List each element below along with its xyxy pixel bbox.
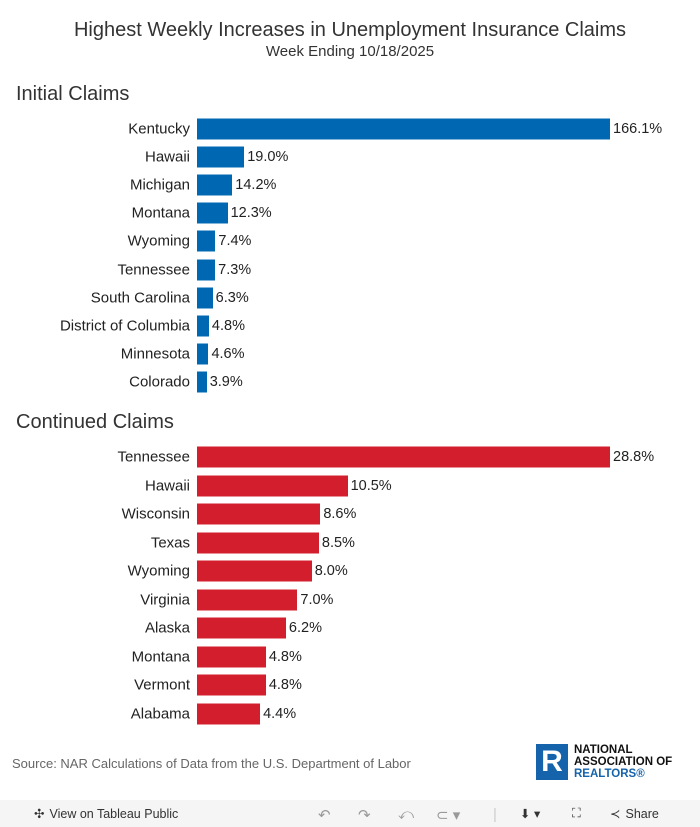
- undo-icon[interactable]: ↶: [318, 807, 331, 824]
- tableau-icon: ✣: [34, 807, 45, 821]
- data-label: 10.5%: [350, 477, 392, 494]
- nar-logo: R NATIONAL ASSOCIATION OF REALTORS®: [536, 744, 672, 780]
- data-label: 19.0%: [247, 149, 289, 166]
- data-label: 8.6%: [323, 506, 357, 522]
- bar[interactable]: [197, 174, 233, 196]
- bar[interactable]: [197, 259, 216, 280]
- category-label: Colorado: [129, 373, 190, 391]
- data-label: 4.8%: [211, 317, 245, 334]
- category-label: Hawaii: [144, 148, 190, 166]
- data-label: 8.5%: [321, 534, 355, 551]
- category-label: Tennessee: [117, 261, 190, 278]
- category-label: Montana: [131, 204, 190, 222]
- tableau-toolbar: ✣ View on Tableau Public ↶ ↷ ⤺ ⊂ ▾ | ⬇ ▾…: [0, 800, 700, 827]
- data-label: 8.0%: [314, 563, 348, 579]
- bar[interactable]: [197, 503, 321, 525]
- category-label: Kentucky: [128, 120, 190, 138]
- category-label: Hawaii: [144, 477, 190, 494]
- data-label: 3.9%: [209, 373, 243, 390]
- fullscreen-icon[interactable]: ⛶: [572, 806, 581, 820]
- bar[interactable]: [197, 343, 209, 365]
- data-label: 4.8%: [268, 648, 302, 665]
- category-label: Virginia: [140, 591, 190, 608]
- category-label: Alaska: [144, 619, 190, 637]
- data-label: 4.6%: [211, 345, 245, 362]
- bar[interactable]: [197, 703, 261, 724]
- category-label: Montana: [131, 648, 190, 665]
- divider: |: [493, 806, 497, 823]
- revert-icon[interactable]: ⤺: [398, 806, 415, 823]
- bar[interactable]: [197, 315, 209, 337]
- bar[interactable]: [197, 118, 610, 140]
- data-label: 12.3%: [230, 205, 272, 222]
- source-note: Source: NAR Calculations of Data from th…: [12, 756, 411, 771]
- category-label: Wyoming: [127, 232, 190, 250]
- bar[interactable]: [197, 617, 286, 639]
- category-label: District of Columbia: [59, 317, 190, 335]
- share-icon: ≺: [610, 807, 621, 821]
- category-label: Vermont: [134, 676, 190, 694]
- data-label: 6.3%: [215, 289, 249, 306]
- bar[interactable]: [197, 146, 245, 168]
- category-label: Wyoming: [127, 562, 190, 580]
- data-label: 7.3%: [218, 261, 252, 278]
- refresh-icon[interactable]: ⊂ ▾: [436, 807, 461, 824]
- category-label: South Carolina: [90, 289, 190, 307]
- data-label: 14.2%: [235, 177, 277, 194]
- bar[interactable]: [197, 202, 228, 224]
- bar[interactable]: [197, 475, 348, 496]
- download-icon[interactable]: ⬇ ▾: [520, 807, 541, 821]
- data-label: 4.8%: [268, 677, 302, 693]
- data-label: 6.2%: [288, 620, 322, 636]
- category-label: Minnesota: [120, 345, 190, 363]
- redo-icon[interactable]: ↷: [358, 807, 371, 824]
- bar[interactable]: [197, 646, 266, 667]
- category-label: Alabama: [130, 705, 190, 722]
- category-label: Wisconsin: [121, 505, 190, 523]
- bar[interactable]: [197, 674, 266, 696]
- bar[interactable]: [197, 589, 298, 610]
- bar[interactable]: [197, 446, 610, 468]
- bar[interactable]: [197, 532, 319, 553]
- bar[interactable]: [197, 287, 213, 309]
- data-label: 166.1%: [613, 121, 663, 137]
- section-title-initial: Initial Claims: [16, 83, 130, 105]
- bar[interactable]: [197, 230, 216, 252]
- data-label: 4.4%: [263, 705, 297, 722]
- share-button[interactable]: ≺ Share: [610, 806, 659, 822]
- data-label: 7.4%: [218, 233, 252, 250]
- section-title-continued: Continued Claims: [16, 411, 174, 433]
- category-label: Michigan: [129, 176, 190, 194]
- view-on-tableau-button[interactable]: ✣ View on Tableau Public: [34, 806, 179, 822]
- chart-subtitle: Week Ending 10/18/2025: [265, 43, 435, 60]
- bar[interactable]: [197, 560, 312, 582]
- category-label: Texas: [150, 534, 190, 551]
- chart-title: Highest Weekly Increases in Unemployment…: [73, 19, 627, 41]
- data-label: 28.8%: [613, 449, 655, 465]
- logo-mark: R: [536, 744, 568, 780]
- bar[interactable]: [197, 371, 207, 393]
- category-label: Tennessee: [117, 448, 190, 466]
- data-label: 7.0%: [300, 591, 334, 608]
